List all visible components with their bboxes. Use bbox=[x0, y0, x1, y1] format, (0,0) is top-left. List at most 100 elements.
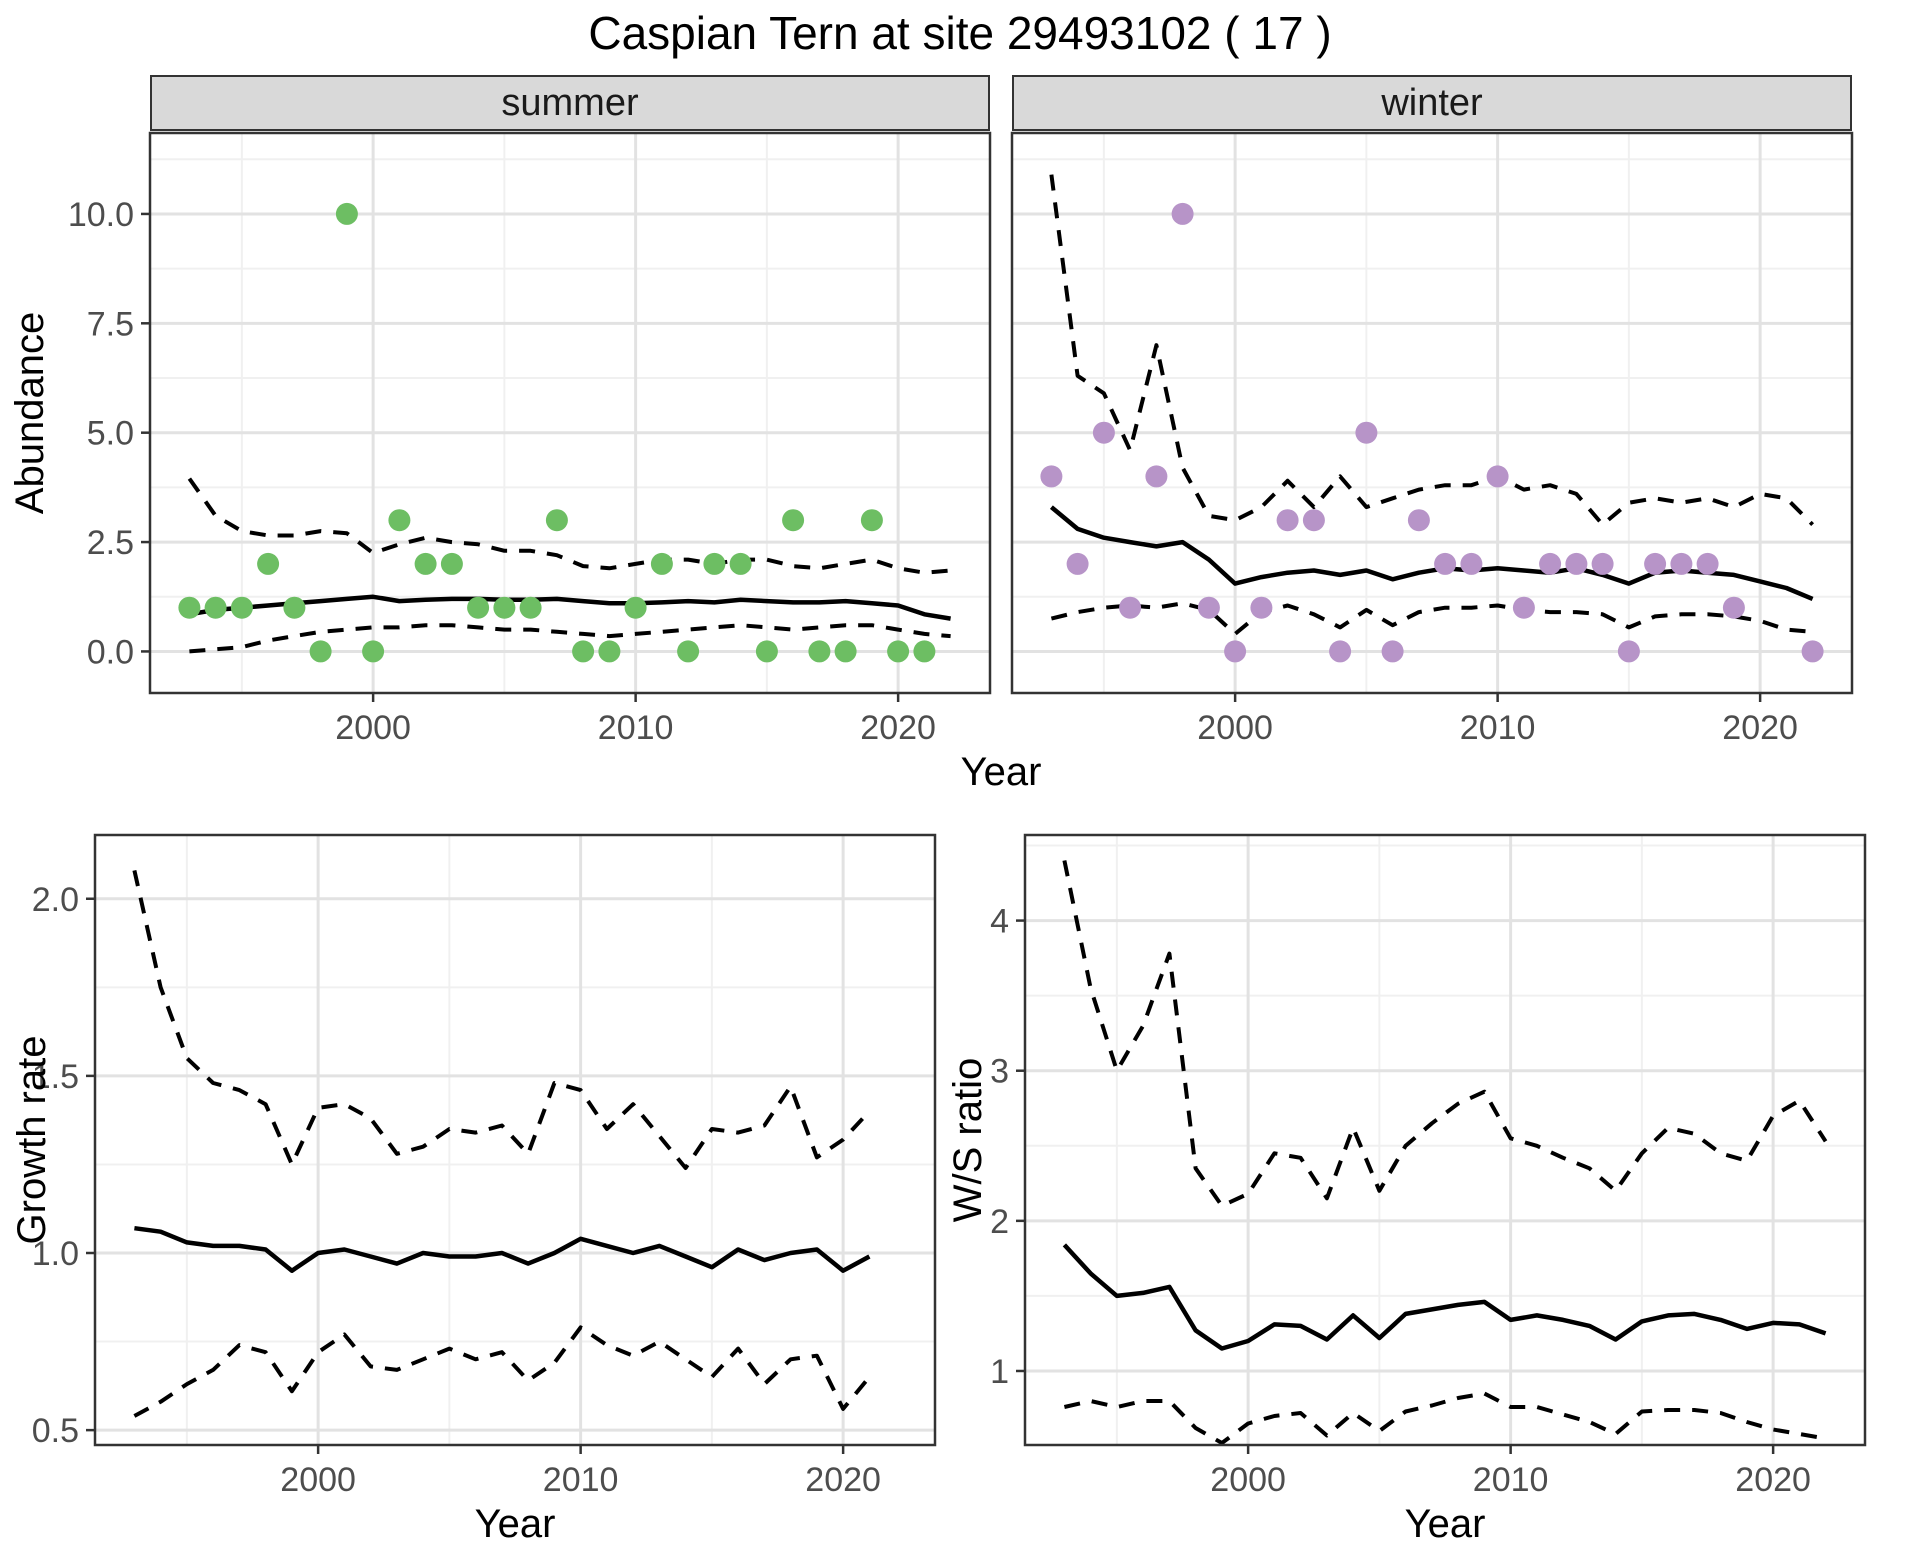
data-point bbox=[1460, 552, 1483, 575]
confidence-band-line bbox=[187, 477, 951, 575]
x-tick-label: 2010 bbox=[543, 1461, 619, 1499]
y-axis-title-growth-rate: Growth rate bbox=[10, 1035, 54, 1245]
panel-abundance_winter: 2000 2010 2020 bbox=[1010, 131, 1854, 747]
facet-strip-summer-label: summer bbox=[501, 81, 639, 124]
data-point bbox=[440, 552, 463, 575]
data-point bbox=[493, 596, 516, 619]
data-point bbox=[230, 596, 253, 619]
median-line bbox=[134, 1225, 871, 1273]
facet-strip-summer: summer bbox=[150, 75, 990, 131]
x-tick-label: 2020 bbox=[1735, 1461, 1811, 1499]
x-tick-label: 2000 bbox=[1210, 1461, 1286, 1499]
data-point bbox=[1670, 552, 1693, 575]
x-tick-label: 2000 bbox=[335, 709, 411, 747]
data-point bbox=[677, 640, 700, 663]
y-tick-label: 3 bbox=[990, 1053, 1009, 1091]
y-tick-label: 2.0 bbox=[32, 881, 79, 919]
data-point bbox=[545, 509, 568, 532]
data-point bbox=[1512, 596, 1535, 619]
x-axis-title-year-top: Year bbox=[960, 750, 1042, 794]
panel-border bbox=[148, 131, 992, 695]
y-axis-title-ws-ratio: W/S ratio bbox=[946, 1057, 990, 1223]
panel-abundance_summer: 2000 2010 2020 0.0 2.5 5.0 7.5 10.0 bbox=[68, 131, 992, 747]
y-tick-label: 10.0 bbox=[68, 196, 134, 234]
data-point bbox=[1197, 596, 1220, 619]
panel-border bbox=[1010, 131, 1854, 695]
confidence-band-line bbox=[132, 869, 871, 1170]
data-point bbox=[782, 509, 805, 532]
data-point bbox=[204, 596, 227, 619]
data-point bbox=[362, 640, 385, 663]
y-tick-label: 2.5 bbox=[87, 524, 134, 562]
y-tick-label: 7.5 bbox=[87, 305, 134, 343]
data-point bbox=[1565, 552, 1588, 575]
panel-border bbox=[93, 833, 937, 1447]
series-group bbox=[178, 202, 951, 663]
x-tick-label: 2000 bbox=[280, 1461, 356, 1499]
data-point bbox=[1696, 552, 1719, 575]
data-point bbox=[572, 640, 595, 663]
data-point bbox=[309, 640, 332, 663]
series-group bbox=[1062, 860, 1828, 1445]
data-point bbox=[834, 640, 857, 663]
x-tick-label: 2020 bbox=[1722, 709, 1798, 747]
data-point bbox=[1040, 465, 1063, 488]
median-line bbox=[1049, 505, 1814, 601]
panel-ws_ratio: 2000 2010 2020 1 2 3 4 bbox=[990, 833, 1867, 1499]
data-point bbox=[178, 596, 201, 619]
data-point bbox=[1644, 552, 1667, 575]
data-point bbox=[1119, 596, 1142, 619]
data-point bbox=[1224, 640, 1247, 663]
facet-strip-winter-label: winter bbox=[1381, 81, 1483, 124]
y-tick-label: 0.5 bbox=[32, 1412, 79, 1450]
data-point bbox=[913, 640, 936, 663]
y-tick-label: 0.0 bbox=[87, 633, 134, 671]
confidence-band-line bbox=[133, 1325, 871, 1418]
facet-strip-winter: winter bbox=[1012, 75, 1852, 131]
data-point bbox=[388, 509, 411, 532]
data-point bbox=[335, 202, 358, 225]
series-group bbox=[1040, 174, 1824, 663]
confidence-band-line bbox=[1049, 174, 1815, 527]
x-tick-label: 2010 bbox=[1473, 1461, 1549, 1499]
x-tick-label: 2010 bbox=[1460, 709, 1536, 747]
plot-title: Caspian Tern at site 29493102 ( 17 ) bbox=[588, 7, 1332, 59]
y-tick-label: 5.0 bbox=[87, 415, 134, 453]
data-point bbox=[1801, 640, 1824, 663]
data-point bbox=[650, 552, 673, 575]
confidence-band-line bbox=[1062, 860, 1828, 1208]
data-point bbox=[283, 596, 306, 619]
panel-border bbox=[1023, 833, 1867, 1447]
x-tick-label: 2020 bbox=[805, 1461, 881, 1499]
data-point bbox=[519, 596, 542, 619]
x-tick-label: 2000 bbox=[1197, 709, 1273, 747]
x-tick-label: 2010 bbox=[598, 709, 674, 747]
data-point bbox=[1486, 465, 1509, 488]
data-point bbox=[729, 552, 752, 575]
series-group bbox=[132, 869, 871, 1418]
data-point bbox=[1617, 640, 1640, 663]
data-point bbox=[1355, 421, 1378, 444]
data-point bbox=[1092, 421, 1115, 444]
data-point bbox=[1381, 640, 1404, 663]
y-tick-label: 1.0 bbox=[32, 1235, 79, 1273]
confidence-band-line bbox=[1050, 601, 1813, 636]
data-point bbox=[1591, 552, 1614, 575]
data-point bbox=[887, 640, 910, 663]
data-point bbox=[1329, 640, 1352, 663]
data-point bbox=[1276, 509, 1299, 532]
data-point bbox=[467, 596, 490, 619]
x-tick-label: 2020 bbox=[860, 709, 936, 747]
data-point bbox=[1145, 465, 1168, 488]
data-point bbox=[703, 552, 726, 575]
data-point bbox=[1066, 552, 1089, 575]
data-point bbox=[1722, 596, 1745, 619]
data-point bbox=[1539, 552, 1562, 575]
data-point bbox=[1171, 202, 1194, 225]
data-point bbox=[1302, 509, 1325, 532]
y-tick-label: 1 bbox=[990, 1353, 1009, 1391]
data-point bbox=[1250, 596, 1273, 619]
median-line bbox=[189, 594, 951, 621]
data-point bbox=[598, 640, 621, 663]
